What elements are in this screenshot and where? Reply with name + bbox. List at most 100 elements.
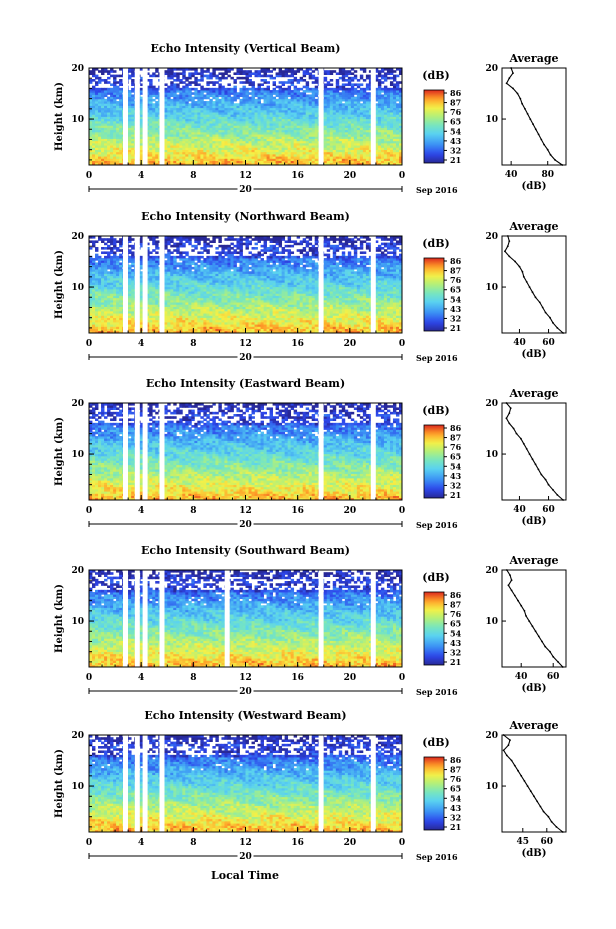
heatmap-cell bbox=[351, 77, 354, 80]
heatmap-cell bbox=[306, 326, 309, 329]
heatmap-cell bbox=[107, 97, 110, 100]
heatmap-cell bbox=[107, 318, 110, 321]
heatmap-cell bbox=[110, 318, 113, 321]
heatmap-cell bbox=[387, 322, 390, 325]
heatmap-cell bbox=[182, 105, 185, 108]
heatmap-cell bbox=[119, 114, 122, 117]
heatmap-cell bbox=[215, 326, 218, 329]
heatmap-cell bbox=[200, 105, 203, 108]
heatmap-cell bbox=[345, 90, 348, 93]
heatmap-cell bbox=[387, 318, 390, 321]
heatmap-cell bbox=[182, 81, 185, 84]
heatmap-cell bbox=[333, 70, 336, 73]
heatmap-cell bbox=[131, 97, 134, 100]
heatmap-cell bbox=[270, 326, 273, 329]
heatmap-cell bbox=[279, 121, 282, 124]
heatmap-cell bbox=[119, 322, 122, 325]
heatmap-cell bbox=[378, 121, 381, 124]
heatmap-cell bbox=[173, 326, 176, 329]
heatmap-cell bbox=[215, 97, 218, 100]
heatmap-cell bbox=[236, 92, 239, 95]
heatmap-cell bbox=[98, 77, 101, 80]
heatmap-cell bbox=[357, 105, 360, 108]
heatmap-cell bbox=[378, 97, 381, 100]
heatmap-cell bbox=[267, 97, 270, 100]
heatmap-cell bbox=[164, 105, 167, 108]
heatmap-cell bbox=[200, 114, 203, 117]
heatmap-cell bbox=[194, 97, 197, 100]
heatmap-cell bbox=[194, 326, 197, 329]
heatmap-cell bbox=[101, 79, 104, 82]
heatmap-cell bbox=[242, 72, 245, 75]
heatmap-cell bbox=[113, 105, 116, 108]
heatmap-cell bbox=[276, 326, 279, 329]
heatmap-cell bbox=[239, 105, 242, 108]
heatmap-cell bbox=[252, 81, 255, 84]
heatmap-cell bbox=[387, 105, 390, 108]
heatmap-cell bbox=[239, 77, 242, 80]
heatmap-cell bbox=[276, 86, 279, 89]
heatmap-cell bbox=[170, 72, 173, 75]
heatmap-cell bbox=[203, 88, 206, 91]
heatmap-cell bbox=[227, 88, 230, 91]
heatmap-cell bbox=[179, 88, 182, 91]
heatmap-cell bbox=[282, 70, 285, 73]
heatmap-cell bbox=[273, 105, 276, 108]
heatmap-cell bbox=[230, 90, 233, 93]
heatmap-cell bbox=[354, 97, 357, 100]
heatmap-cell bbox=[357, 83, 360, 86]
heatmap-cell bbox=[390, 97, 393, 100]
heatmap-cell bbox=[89, 72, 92, 75]
heatmap-cell bbox=[221, 322, 224, 325]
heatmap-cell bbox=[203, 101, 206, 104]
heatmap-cell bbox=[110, 121, 113, 124]
heatmap-cell bbox=[264, 322, 267, 325]
heatmap-cell bbox=[185, 322, 188, 325]
colorbar-tick-label: 76 bbox=[450, 107, 462, 117]
heatmap-cell bbox=[300, 88, 303, 91]
heatmap-cell bbox=[116, 86, 119, 89]
heatmap-cell bbox=[315, 86, 318, 89]
heatmap-cell bbox=[152, 318, 155, 321]
heatmap-cell bbox=[390, 90, 393, 93]
heatmap-cell bbox=[282, 72, 285, 75]
heatmap-cell bbox=[215, 114, 218, 117]
heatmap-cell bbox=[246, 81, 249, 84]
heatmap-cell bbox=[101, 114, 104, 117]
heatmap-cell bbox=[333, 105, 336, 108]
heatmap-cell bbox=[348, 97, 351, 100]
heatmap-cell bbox=[288, 81, 291, 84]
profile-y-tick-label: 20 bbox=[485, 64, 498, 74]
heatmap-cell bbox=[113, 70, 116, 73]
heatmap-cell bbox=[285, 88, 288, 91]
heatmap-cell bbox=[264, 72, 267, 75]
heatmap-cell bbox=[381, 121, 384, 124]
heatmap-cell bbox=[312, 121, 315, 124]
heatmap-cell bbox=[384, 97, 387, 100]
heatmap-cell bbox=[176, 121, 179, 124]
heatmap-cell bbox=[303, 322, 306, 325]
heatmap-cell bbox=[354, 83, 357, 86]
heatmap-cell bbox=[227, 114, 230, 117]
heatmap-cell bbox=[206, 101, 209, 104]
heatmap-cell bbox=[345, 121, 348, 124]
heatmap-cell bbox=[354, 70, 357, 73]
heatmap-cell bbox=[378, 105, 381, 108]
heatmap-cell bbox=[297, 97, 300, 100]
heatmap-cell bbox=[206, 318, 209, 321]
heatmap-cell bbox=[92, 318, 95, 321]
data-gap bbox=[135, 68, 140, 165]
heatmap-cell bbox=[312, 88, 315, 91]
heatmap-cell bbox=[366, 318, 369, 321]
heatmap-cell bbox=[381, 94, 384, 97]
y-tick-label: 10 bbox=[71, 115, 84, 125]
heatmap-cell bbox=[276, 90, 279, 93]
heatmap-cell bbox=[258, 97, 261, 100]
heatmap-cell bbox=[249, 105, 252, 108]
heatmap-cell bbox=[128, 105, 131, 108]
heatmap-cell bbox=[396, 326, 399, 329]
heatmap-cell bbox=[384, 318, 387, 321]
heatmap-cell bbox=[191, 97, 194, 100]
heatmap-cell bbox=[212, 81, 215, 84]
heatmap-cell bbox=[185, 326, 188, 329]
